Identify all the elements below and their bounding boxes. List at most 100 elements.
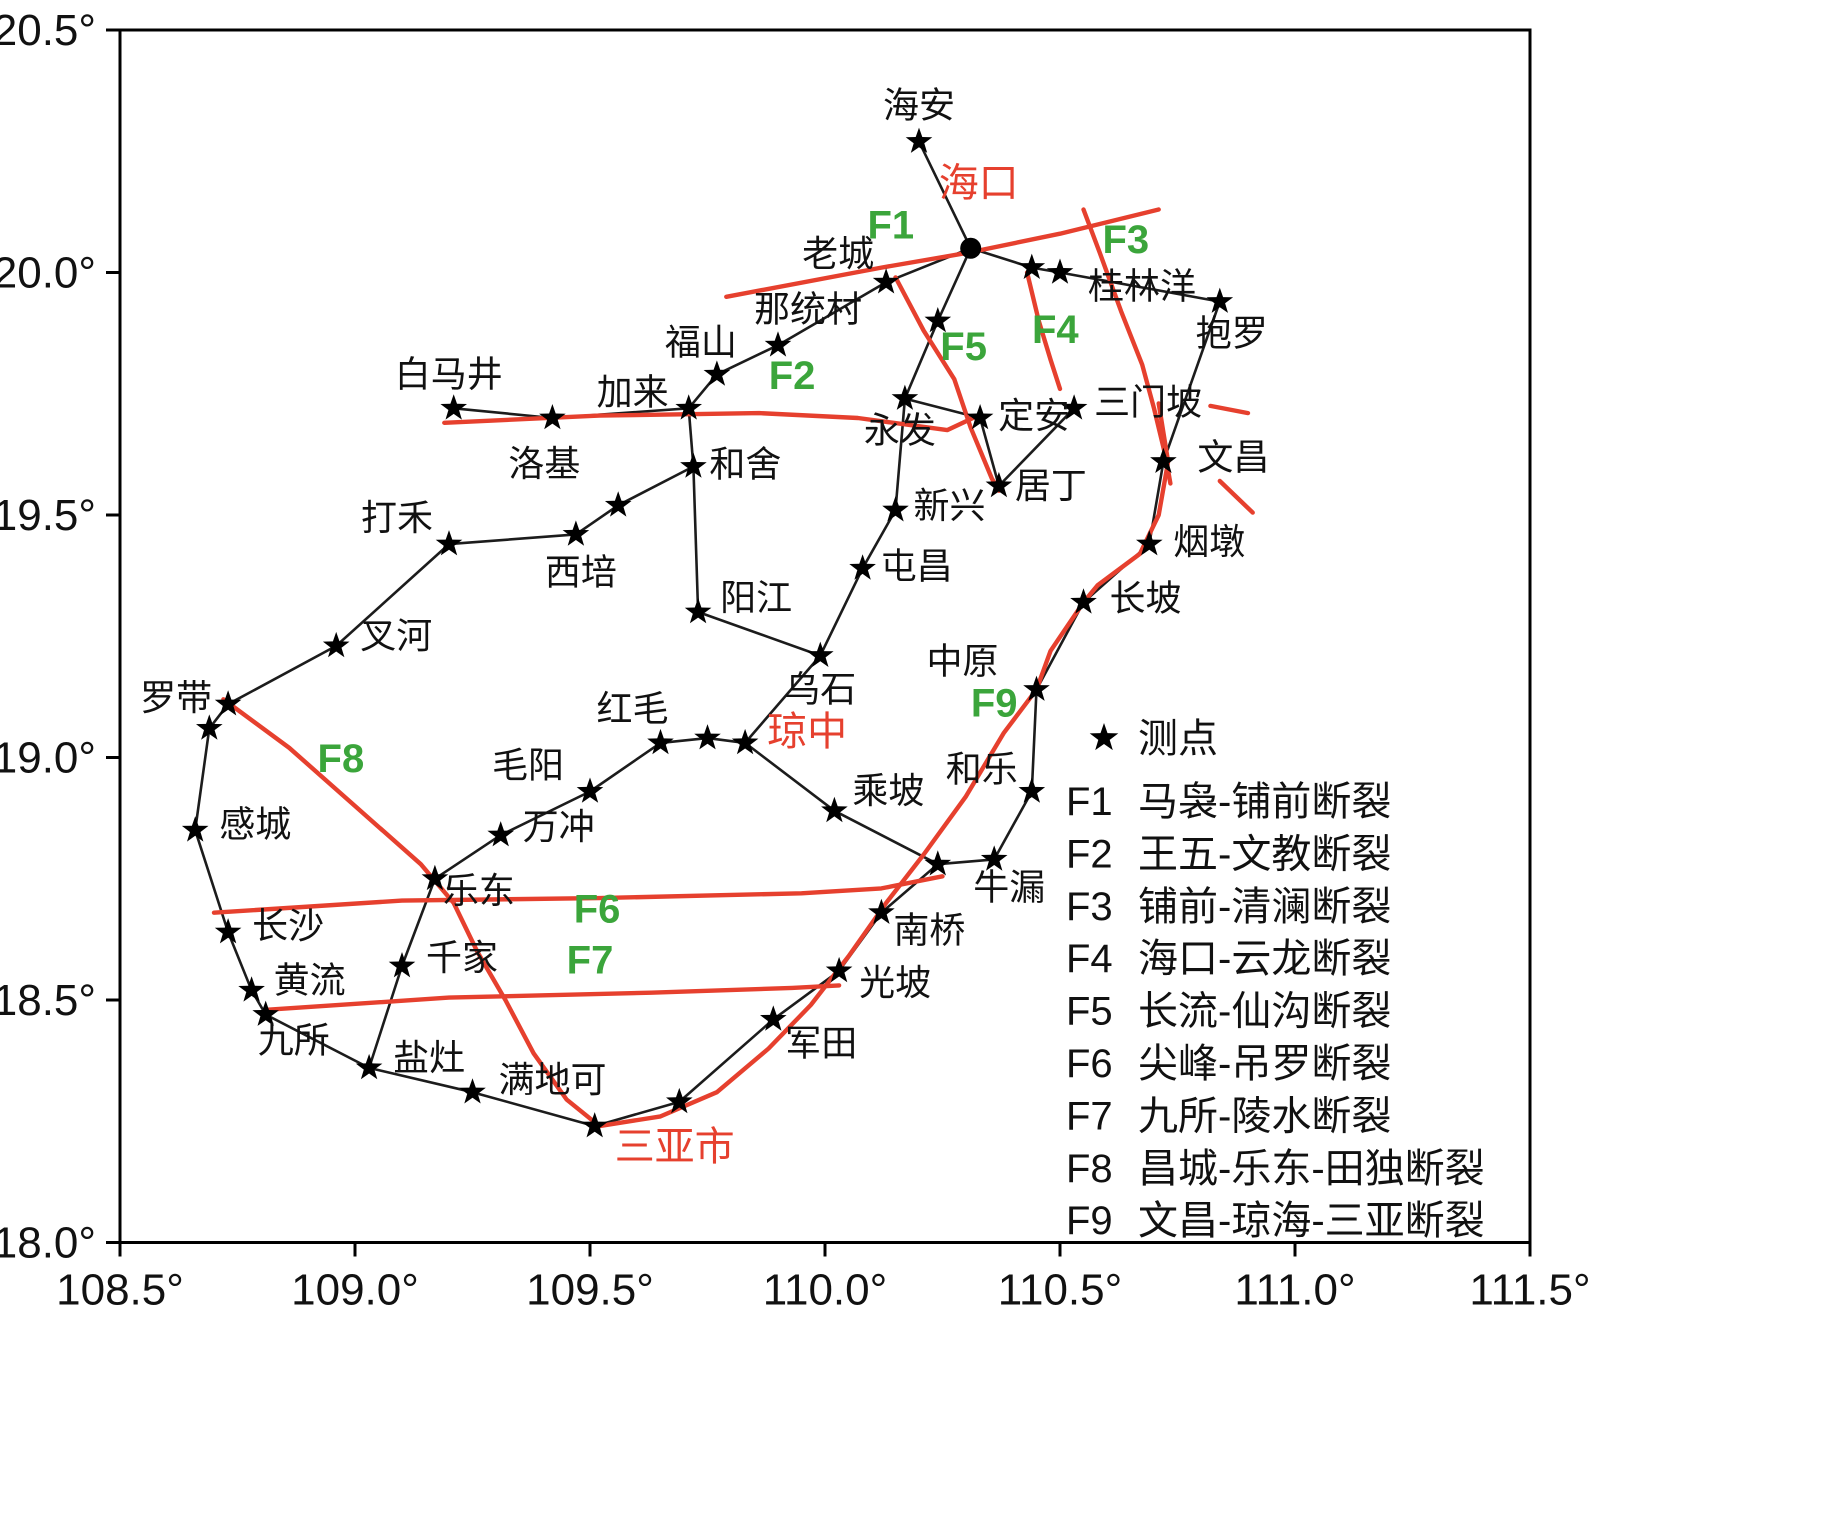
legend-item-name: 长流-仙沟断裂 <box>1138 990 1391 1034</box>
station-label: 叉河 <box>360 615 432 656</box>
survey-route-line <box>744 654 822 744</box>
legend-item-name: 王五-文教断裂 <box>1138 832 1391 876</box>
station-label: 红毛 <box>596 688 668 729</box>
station-label: 九所 <box>258 1020 330 1061</box>
fault-line-segment <box>1208 403 1251 416</box>
station-marker <box>1150 447 1177 473</box>
y-tick-label: 19.0° <box>0 734 96 783</box>
station-label: 光坡 <box>859 962 931 1003</box>
station-marker <box>252 1000 279 1026</box>
station-marker <box>849 554 876 580</box>
city-label: 三亚市 <box>615 1125 735 1169</box>
station-marker <box>868 898 895 924</box>
survey-route-line <box>193 533 596 1128</box>
station-marker <box>821 796 848 823</box>
station-marker <box>1023 675 1050 701</box>
legend-item-name: 尖峰-吊罗断裂 <box>1138 1042 1391 1086</box>
station-label: 盐灶 <box>393 1037 465 1078</box>
station-marker <box>825 956 853 983</box>
fault-label-F6: F6 <box>574 887 621 931</box>
station-marker <box>760 1005 787 1031</box>
station-label: 毛阳 <box>492 744 564 785</box>
station-marker <box>684 598 712 624</box>
fault-line-F2 <box>442 410 976 433</box>
y-tick-label: 20.0° <box>0 249 96 298</box>
station-label: 和乐 <box>946 748 1018 789</box>
legend-item-name: 昌城-乐东-田独断裂 <box>1138 1147 1485 1191</box>
station-label: 加来 <box>597 371 669 412</box>
legend-station-label: 测点 <box>1138 717 1218 761</box>
station-label: 三门坡 <box>1094 381 1202 422</box>
station-label: 黄流 <box>274 959 346 1000</box>
y-tick-label: 20.5° <box>0 6 96 55</box>
survey-route-line <box>1162 301 1222 463</box>
fault-label-F4: F4 <box>1032 308 1079 352</box>
station-marker <box>924 850 952 876</box>
fault-label-F9: F9 <box>971 681 1018 725</box>
y-tick-label: 18.5° <box>0 976 96 1025</box>
y-tick-label: 18.0° <box>0 1219 96 1268</box>
survey-route-line <box>917 141 972 249</box>
legend-item-name: 海口-云龙断裂 <box>1138 937 1391 981</box>
x-tick-label: 111.5° <box>1469 1266 1590 1315</box>
station-marker <box>1018 253 1046 279</box>
fault-label-F8: F8 <box>318 737 365 781</box>
survey-route-line <box>692 466 821 657</box>
station-marker <box>882 496 909 522</box>
station-marker <box>675 394 702 420</box>
station-marker <box>440 394 467 420</box>
station-marker <box>388 952 416 978</box>
station-marker <box>666 1087 693 1114</box>
station-label: 阳江 <box>720 577 792 618</box>
survey-route-line <box>997 407 1076 487</box>
legend-item-F5: F5 长流-仙沟断裂 <box>1066 990 1391 1034</box>
fault-label-F2: F2 <box>769 354 816 398</box>
fault-line-F4 <box>1024 270 1063 392</box>
station-label: 西培 <box>545 551 617 592</box>
station-label: 洛基 <box>508 443 580 484</box>
station-label: 桂林洋 <box>1088 266 1196 307</box>
station-label: 屯昌 <box>881 545 953 586</box>
station-label: 福山 <box>665 321 737 362</box>
station-marker <box>647 728 674 755</box>
legend-item-F6: F6 尖峰-吊罗断裂 <box>1066 1042 1391 1086</box>
legend-item-id: F7 <box>1066 1094 1113 1138</box>
station-label: 乘坡 <box>852 770 924 811</box>
legend-item-name: 九所-陵水断裂 <box>1138 1094 1391 1138</box>
station-marker <box>966 404 994 430</box>
station-marker <box>905 127 933 153</box>
station-marker <box>680 452 707 478</box>
station-label: 和舍 <box>709 444 781 485</box>
station-label: 罗带 <box>140 677 212 718</box>
station-marker <box>539 404 566 430</box>
station-marker <box>807 641 834 667</box>
legend-item-F3: F3 铺前-清澜断裂 <box>1066 885 1391 929</box>
legend-item-id: F1 <box>1066 780 1113 824</box>
legend-item-id: F6 <box>1066 1042 1113 1086</box>
station-marker <box>214 918 242 944</box>
station-marker <box>1206 287 1234 313</box>
station-label: 感城 <box>219 803 291 844</box>
station-label: 千家 <box>426 937 498 978</box>
x-tick-label: 109.5° <box>526 1266 654 1315</box>
station-marker <box>487 821 514 847</box>
x-tick-label: 109.0° <box>291 1266 419 1315</box>
fault-line-segment <box>1217 478 1255 515</box>
legend-item-F1: F1 马袅-铺前断裂 <box>1066 780 1391 824</box>
station-marker <box>891 384 919 410</box>
station-marker <box>196 714 223 740</box>
station-marker <box>355 1053 383 1080</box>
legend-item-id: F4 <box>1066 937 1113 981</box>
legend-item-name: 铺前-清澜断裂 <box>1138 885 1391 929</box>
legend-item-name: 马袅-铺前断裂 <box>1138 780 1391 824</box>
legend-item-id: F5 <box>1066 990 1113 1034</box>
x-tick-label: 111.0° <box>1234 1266 1355 1315</box>
legend-item-name: 文昌-琼海-三亚断裂 <box>1138 1199 1485 1243</box>
station-label: 定安 <box>998 395 1070 436</box>
survey-route-line <box>819 398 907 657</box>
station-label: 中原 <box>926 641 998 682</box>
station-label: 老城 <box>802 233 874 274</box>
station-marker <box>985 471 1013 498</box>
